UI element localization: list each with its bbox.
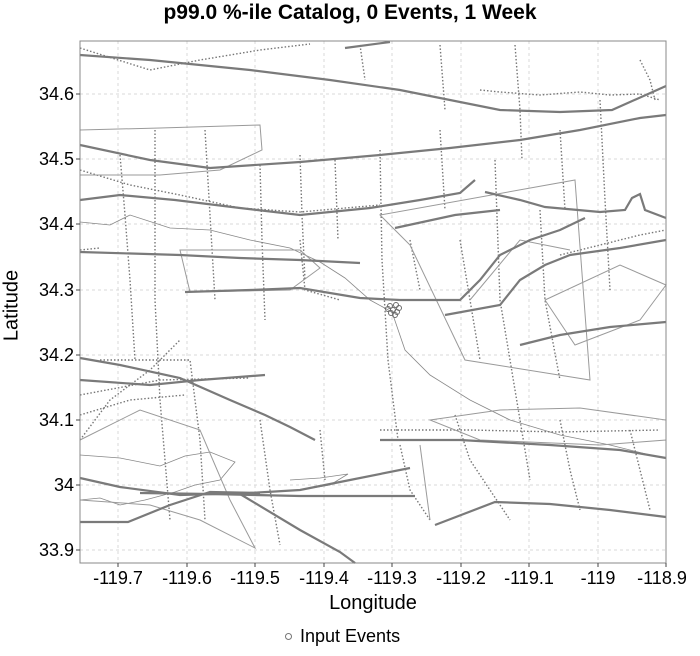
y-tick-label: 34.2 xyxy=(39,345,74,365)
x-tick-label: -119.2 xyxy=(436,568,486,588)
fault-outline xyxy=(79,124,667,550)
y-tick-label: 33.9 xyxy=(39,540,74,560)
x-tick-label: -119.7 xyxy=(93,568,143,588)
x-tick-label: -119.6 xyxy=(162,568,212,588)
y-axis-label: Latitude xyxy=(0,269,23,342)
y-tick-label: 34.1 xyxy=(39,410,74,430)
x-tick-label: -119.3 xyxy=(367,568,417,588)
legend: Input Events xyxy=(285,626,400,647)
fault-major xyxy=(79,40,667,564)
x-tick-label: -119.5 xyxy=(230,568,280,588)
y-tick-label: 34.5 xyxy=(39,149,74,169)
x-axis-label: Longitude xyxy=(329,592,417,614)
x-tick-label: -119 xyxy=(581,568,616,588)
y-tick-label: 34.4 xyxy=(39,214,74,234)
plot-frame xyxy=(79,40,667,564)
fault-dotted xyxy=(79,43,667,546)
y-tick-label: 34.3 xyxy=(39,280,74,300)
circle-marker-icon xyxy=(285,633,292,640)
legend-label: Input Events xyxy=(300,626,401,646)
y-tick-label: 34 xyxy=(54,475,74,495)
y-tick-label: 34.6 xyxy=(39,84,74,104)
x-tick-label: -119.1 xyxy=(504,568,554,588)
x-tick-label: -118.9 xyxy=(637,568,687,588)
map-title: p99.0 %-ile Catalog, 0 Events, 1 Week xyxy=(163,1,537,24)
input-events xyxy=(385,302,402,318)
x-tick-label: -119.4 xyxy=(299,568,349,588)
